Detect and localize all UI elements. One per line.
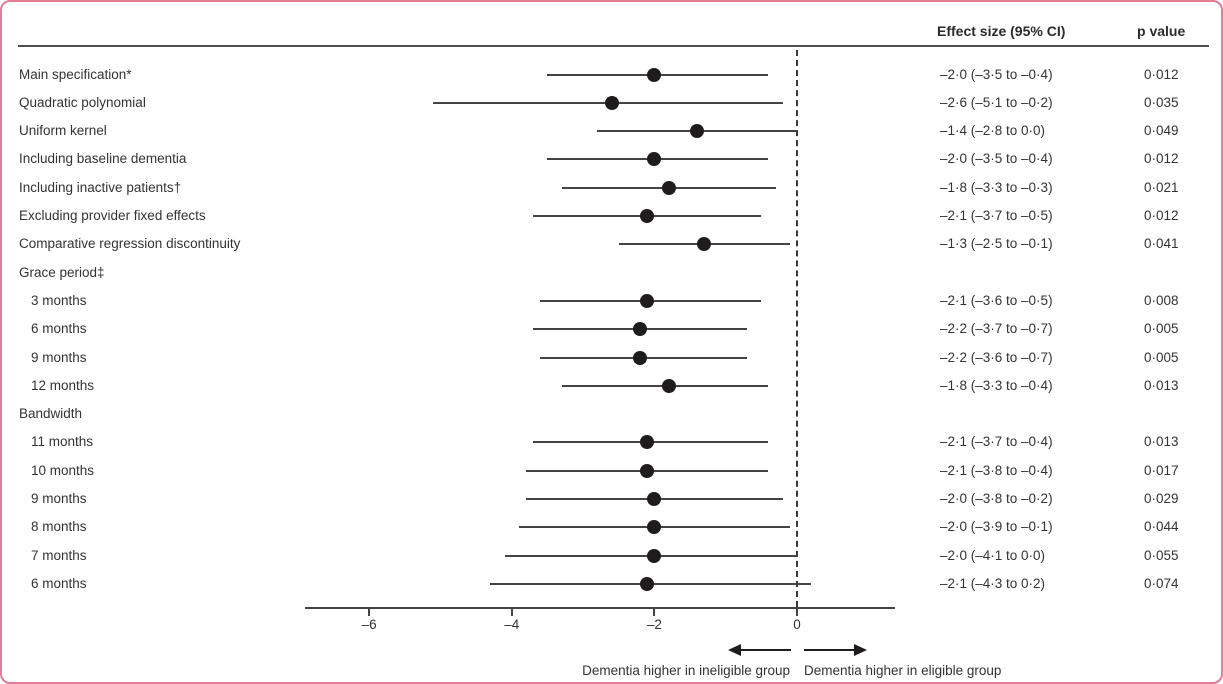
p-value: 0·013 [1144, 434, 1179, 450]
effect-size-value: –1·3 (–2·5 to –0·1) [940, 236, 1053, 252]
point-estimate-marker [633, 350, 648, 365]
effect-size-value: –2·6 (–5·1 to –0·2) [940, 94, 1053, 110]
x-axis-line [305, 607, 895, 609]
row-label: 6 months [31, 321, 87, 337]
row-label: Including baseline dementia [19, 151, 187, 167]
row-label: 3 months [31, 292, 87, 308]
row-label: 12 months [31, 377, 95, 393]
point-estimate-marker [647, 152, 662, 167]
effect-size-value: –2·1 (–3·6 to –0·5) [940, 292, 1053, 308]
row-label: 9 months [31, 349, 87, 365]
row-label: Including inactive patients† [19, 179, 182, 195]
p-value: 0·008 [1144, 292, 1179, 308]
row-label: Quadratic polynomial [19, 94, 146, 110]
right-direction-caption: Dementia higher in eligible group [804, 663, 1002, 678]
arrow-left-icon [728, 644, 791, 656]
x-axis-tick [368, 609, 371, 616]
point-estimate-marker [690, 124, 705, 139]
point-estimate-marker [647, 548, 662, 563]
p-value: 0·013 [1144, 377, 1179, 393]
point-estimate-marker [661, 378, 676, 393]
effect-size-value: –1·4 (–2·8 to 0·0) [940, 123, 1046, 139]
p-value: 0·017 [1144, 462, 1179, 478]
effect-size-value: –2·2 (–3·6 to –0·7) [940, 349, 1053, 365]
point-estimate-marker [640, 576, 655, 591]
p-value: 0·044 [1144, 519, 1179, 535]
p-value: 0·021 [1144, 179, 1179, 195]
row-label: Excluding provider fixed effects [19, 208, 206, 223]
x-axis-tick [653, 609, 656, 616]
row-label: Uniform kernel [19, 123, 107, 139]
p-value: 0·005 [1144, 321, 1179, 337]
effect-size-value: –2·0 (–3·9 to –0·1) [940, 519, 1053, 535]
effect-size-value: –1·8 (–3·3 to –0·4) [940, 377, 1053, 393]
effect-size-value: –2·2 (–3·7 to –0·7) [940, 321, 1053, 337]
point-estimate-marker [640, 435, 655, 450]
p-value: 0·035 [1144, 94, 1179, 110]
point-estimate-marker [604, 95, 619, 110]
point-estimate-marker [647, 67, 662, 82]
effect-size-value: –2·1 (–4·3 to 0·2) [940, 575, 1046, 591]
row-label: 6 months [31, 575, 87, 591]
x-axis-tick [796, 609, 798, 616]
p-value-column-header: p value [1137, 23, 1186, 39]
x-axis-tick [510, 609, 513, 616]
p-value: 0·012 [1144, 151, 1179, 167]
left-direction-caption: Dementia higher in ineligible group [582, 663, 790, 678]
effect-size-value: –1·8 (–3·3 to –0·3) [940, 179, 1053, 195]
p-value: 0·012 [1144, 208, 1179, 223]
x-axis-tick-label: –6 [361, 617, 377, 632]
x-axis-tick-label: –4 [504, 617, 520, 632]
effect-size-value: –2·1 (–3·7 to –0·5) [940, 208, 1053, 223]
row-section-label: Bandwidth [19, 406, 83, 422]
p-value: 0·074 [1144, 575, 1179, 591]
p-value: 0·055 [1144, 547, 1179, 563]
point-estimate-marker [647, 492, 662, 506]
effect-size-value: –2·0 (–3·5 to –0·4) [940, 151, 1053, 167]
x-axis-tick-label: –2 [646, 617, 662, 632]
point-estimate-marker [640, 463, 655, 478]
zero-reference-line [796, 50, 798, 607]
row-label: 10 months [31, 462, 95, 478]
effect-size-value: –2·0 (–3·5 to –0·4) [940, 66, 1053, 82]
point-estimate-marker [697, 237, 712, 252]
row-label: Comparative regression discontinuity [19, 236, 241, 252]
p-value: 0·012 [1144, 66, 1179, 82]
row-label: 9 months [31, 491, 87, 506]
p-value: 0·049 [1144, 123, 1179, 139]
point-estimate-marker [633, 322, 648, 337]
effect-size-value: –2·0 (–4·1 to 0·0) [940, 547, 1046, 563]
effect-size-value: –2·1 (–3·8 to –0·4) [940, 462, 1053, 478]
point-estimate-marker [661, 180, 676, 195]
p-value: 0·041 [1144, 236, 1179, 252]
header-divider [18, 45, 1209, 47]
arrow-right-icon [804, 644, 867, 656]
effect-size-value: –2·0 (–3·8 to –0·2) [940, 491, 1053, 506]
row-label: Main specification* [19, 66, 132, 82]
row-section-label: Grace period‡ [19, 264, 105, 280]
p-value: 0·005 [1144, 349, 1179, 365]
effect-size-column-header: Effect size (95% CI) [937, 23, 1066, 39]
row-label: 11 months [31, 434, 94, 450]
point-estimate-marker [647, 520, 662, 535]
p-value: 0·029 [1144, 491, 1179, 506]
point-estimate-marker [640, 293, 655, 308]
x-axis-tick-label: 0 [793, 617, 801, 632]
row-label: 7 months [31, 547, 87, 563]
effect-size-value: –2·1 (–3·7 to –0·4) [940, 434, 1053, 450]
row-label: 8 months [31, 519, 87, 535]
point-estimate-marker [640, 209, 655, 223]
